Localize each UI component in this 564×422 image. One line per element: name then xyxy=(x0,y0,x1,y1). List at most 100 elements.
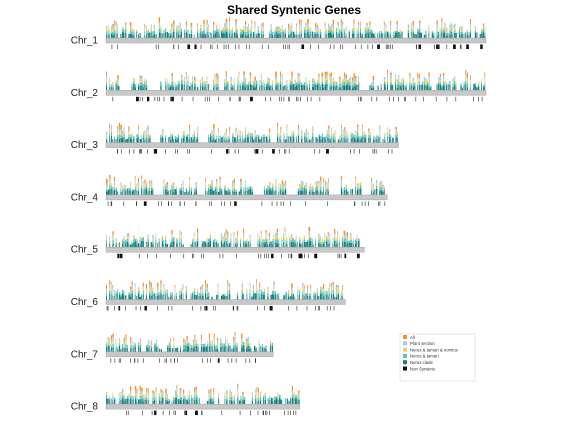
gene-bar-segment xyxy=(337,84,339,87)
gene-bar-segment xyxy=(291,26,293,31)
gene-bar-segment xyxy=(254,388,256,393)
non-syntenic-tick xyxy=(255,149,259,154)
gene-bar-segment xyxy=(343,241,346,248)
gene-bar-segment xyxy=(245,179,246,184)
gene-bar-segment xyxy=(227,284,229,288)
gene-bar-segment xyxy=(182,389,185,394)
gene-bar-segment xyxy=(390,74,392,79)
gene-bar-segment xyxy=(292,293,294,300)
gene-bar-segment xyxy=(123,295,125,300)
gene-bar-segment xyxy=(168,400,170,405)
gene-bar-segment xyxy=(257,288,259,291)
gene-bar-segment xyxy=(262,33,264,38)
gene-bar-segment xyxy=(260,74,262,79)
gene-bar-segment xyxy=(149,344,151,347)
gene-bar-segment xyxy=(194,341,196,344)
gene-bar-segment xyxy=(121,293,124,300)
gene-bars xyxy=(106,383,300,405)
gene-bar-segment xyxy=(337,240,339,243)
gene-bar-segment xyxy=(152,237,154,242)
gene-bar-segment xyxy=(245,348,248,352)
gene-bar-segment xyxy=(328,182,329,185)
gene-bar-segment xyxy=(173,345,175,348)
gene-bar-segment xyxy=(204,280,207,285)
gene-bar-segment xyxy=(446,85,448,91)
gene-bar-segment xyxy=(134,238,137,242)
gene-bar-segment xyxy=(249,33,251,38)
gene-bar-segment xyxy=(112,400,114,405)
gene-bar-segment xyxy=(284,32,287,34)
gene-bar-segment xyxy=(224,239,226,242)
gene-bar-segment xyxy=(302,181,304,185)
gene-bar-segment xyxy=(226,400,228,405)
gene-bar-segment xyxy=(347,138,349,143)
gene-bar-segment xyxy=(286,293,288,300)
gene-bar-segment xyxy=(329,30,331,33)
gene-bar-segment xyxy=(109,343,110,346)
gene-bar-segment xyxy=(149,346,151,352)
gene-bar-segment xyxy=(271,240,273,244)
gene-bar-segment xyxy=(134,188,136,195)
gene-bar-segment xyxy=(355,83,357,86)
gene-bar-segment xyxy=(284,232,286,237)
gene-bar-segment xyxy=(192,78,194,82)
gene-bar-segment xyxy=(420,32,423,38)
gene-bar-segment xyxy=(345,26,347,30)
gene-bar-segment xyxy=(305,134,307,137)
gene-bar-segment xyxy=(384,132,386,137)
non-syntenic-tick xyxy=(371,96,373,102)
gene-bar-segment xyxy=(334,86,336,91)
gene-bar-segment xyxy=(110,339,112,342)
gene-bar-segment xyxy=(106,346,108,352)
gene-bar-segment xyxy=(212,79,215,83)
gene-bar-segment xyxy=(112,34,114,38)
gene-bar-segment xyxy=(356,235,358,239)
non-syntenic-tick xyxy=(224,201,225,206)
gene-bar-segment xyxy=(278,398,281,405)
gene-bar-segment xyxy=(311,31,313,38)
gene-bar-segment xyxy=(356,188,359,190)
gene-bar-segment xyxy=(155,233,157,237)
gene-bar-segment xyxy=(248,189,250,195)
gene-bar-segment xyxy=(291,283,293,288)
gene-bar-segment xyxy=(295,235,297,239)
gene-bar-segment xyxy=(422,81,424,85)
gene-bar-segment xyxy=(470,29,471,33)
gene-bar-segment xyxy=(476,32,478,38)
gene-bar-segment xyxy=(113,136,115,139)
gene-bar-segment xyxy=(331,30,333,34)
gene-bar-segment xyxy=(123,401,125,405)
non-syntenic-tick xyxy=(201,410,202,416)
gene-bar-segment xyxy=(361,124,363,127)
gene-bar-segment xyxy=(340,293,342,296)
gene-bar-segment xyxy=(286,80,288,82)
gene-bar-segment xyxy=(145,84,148,88)
gene-bar-segment xyxy=(380,186,383,191)
gene-bar-segment xyxy=(163,184,165,187)
gene-bar-segment xyxy=(205,182,206,185)
gene-bar-segment xyxy=(207,341,209,344)
gene-bar-segment xyxy=(117,348,119,352)
gene-bar-segment xyxy=(130,343,132,346)
gene-bar-segment xyxy=(256,391,258,395)
gene-bar-segment xyxy=(251,136,253,143)
gene-bar-segment xyxy=(256,279,257,284)
non-syntenic-tick xyxy=(144,306,145,311)
gene-bar-segment xyxy=(179,393,182,397)
gene-bar-segment xyxy=(163,286,165,290)
gene-bar-segment xyxy=(299,237,301,240)
gene-bar-segment xyxy=(216,73,218,77)
gene-bar-segment xyxy=(383,28,385,32)
gene-bar-segment xyxy=(284,227,286,233)
gene-bar-segment xyxy=(177,25,179,29)
gene-bar-segment xyxy=(335,81,337,86)
gene-bar-segment xyxy=(213,343,215,346)
gene-bar-segment xyxy=(428,87,430,91)
gene-bar-segment xyxy=(473,83,475,91)
gene-bar-segment xyxy=(248,33,249,38)
gene-bar-segment xyxy=(245,134,246,138)
gene-bar-segment xyxy=(212,34,215,38)
gene-bar-segment xyxy=(235,29,237,33)
gene-bar-segment xyxy=(190,137,192,143)
gene-bar-segment xyxy=(275,242,277,248)
